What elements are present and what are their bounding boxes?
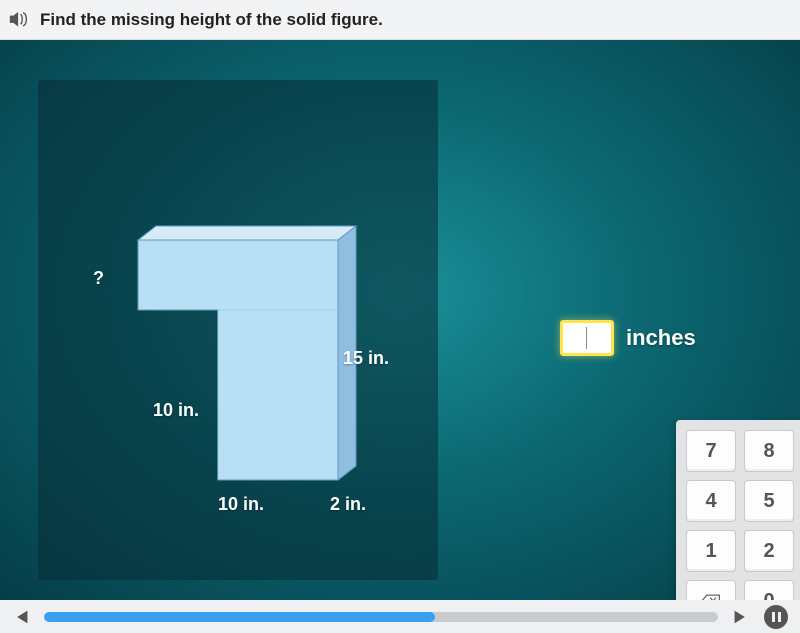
answer-input[interactable] [560, 320, 614, 356]
next-button[interactable] [732, 608, 750, 626]
key-5[interactable]: 5 [744, 480, 794, 522]
question-text: Find the missing height of the solid fig… [40, 10, 383, 30]
key-7[interactable]: 7 [686, 430, 736, 472]
key-4[interactable]: 4 [686, 480, 736, 522]
key-0[interactable]: 0 [744, 580, 794, 600]
key-backspace[interactable] [686, 580, 736, 600]
key-8[interactable]: 8 [744, 430, 794, 472]
label-unknown: ? [93, 268, 104, 289]
question-bar: Find the missing height of the solid fig… [0, 0, 800, 40]
progress-fill [44, 612, 435, 622]
label-depth: 2 in. [330, 494, 366, 515]
figure-panel: ? 15 in. 10 in. 10 in. 2 in. [38, 80, 438, 580]
pause-button[interactable] [764, 605, 788, 629]
key-1[interactable]: 1 [686, 530, 736, 572]
label-right-height: 15 in. [343, 348, 389, 369]
progress-track[interactable] [44, 612, 718, 622]
keypad: 7 8 4 5 1 2 0 [676, 420, 800, 600]
prev-button[interactable] [12, 608, 30, 626]
main-stage: ? 15 in. 10 in. 10 in. 2 in. inches 7 8 … [0, 40, 800, 600]
label-bottom-width: 10 in. [218, 494, 264, 515]
label-left-height: 10 in. [153, 400, 199, 421]
answer-area: inches [560, 320, 696, 356]
player-bar [0, 600, 800, 633]
key-2[interactable]: 2 [744, 530, 794, 572]
speaker-icon[interactable] [8, 11, 30, 29]
answer-unit: inches [626, 325, 696, 351]
